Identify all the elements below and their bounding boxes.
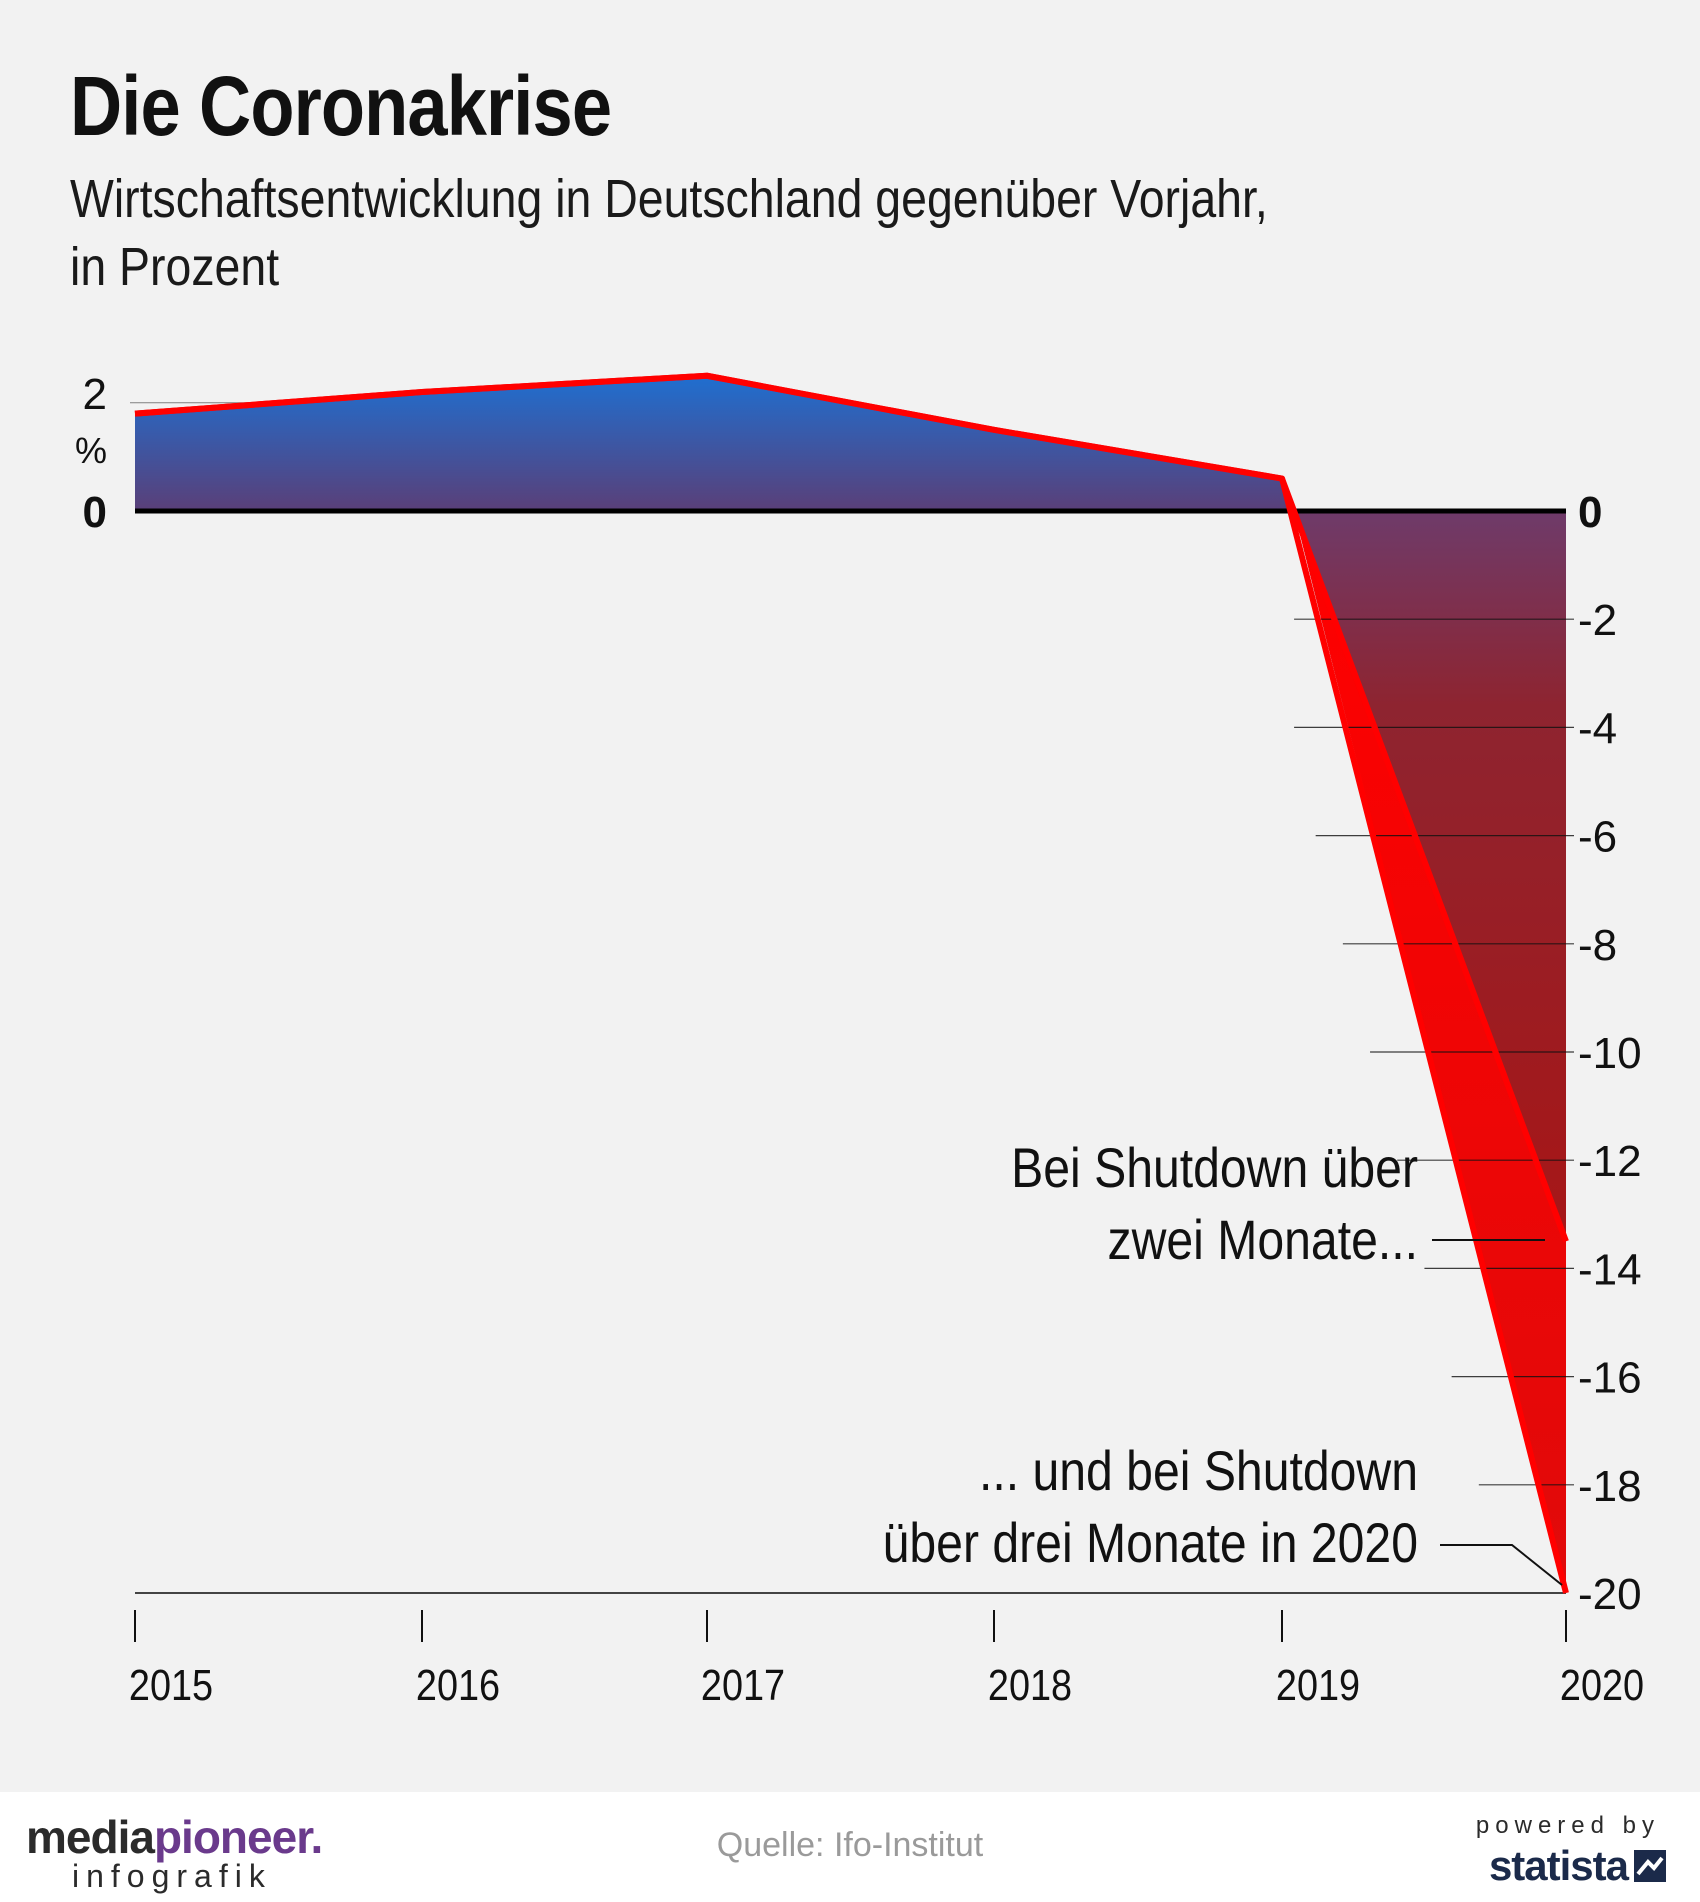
right-tick--12: -12	[1578, 1137, 1642, 1186]
source-note: Quelle: Ifo-Institut	[716, 1826, 984, 1864]
right-tick--4: -4	[1578, 704, 1617, 753]
right-tick--6: -6	[1578, 813, 1617, 862]
x-axis-labels: 2015 2016 2017 2018 2019 2020	[129, 1660, 1644, 1709]
annotation-two-months-line2: zwei Monate...	[1108, 1210, 1418, 1272]
chart-title: Die Coronakrise	[70, 59, 612, 153]
right-tick-0: 0	[1578, 488, 1602, 537]
left-tick-2: 2	[83, 370, 107, 419]
right-tick--2: -2	[1578, 596, 1617, 645]
right-axis-labels: 0 -2 -4 -6 -8 -10 -12 -14 -16 -18 -20	[1578, 488, 1642, 1619]
brand-logo: mediapioneer.	[26, 1810, 323, 1864]
right-tick--20: -20	[1578, 1570, 1642, 1619]
right-tick--14: -14	[1578, 1245, 1642, 1294]
footer: mediapioneer. infografik Quelle: Ifo-Ins…	[0, 1792, 1700, 1902]
x-label-2019: 2019	[1276, 1660, 1360, 1709]
chart-subtitle-line1: Wirtschaftsentwicklung in Deutschland ge…	[70, 169, 1268, 229]
brand-part1: media	[26, 1811, 155, 1863]
brand-subtitle: infografik	[72, 1858, 272, 1894]
annotation-three-months-leader	[1440, 1544, 1563, 1586]
right-tick--18: -18	[1578, 1462, 1642, 1511]
chart-canvas: 2015 2016 2017 2018 2019 2020 0 -2 -4 -6 -8 -10 -12…	[75, 370, 1644, 1710]
statista-logo-text: statista	[1488, 1842, 1629, 1889]
brand-part2: pioneer.	[153, 1811, 323, 1863]
right-tick--8: -8	[1578, 921, 1617, 970]
x-label-2015: 2015	[129, 1660, 213, 1709]
annotation-three-months-line1: ... und bei Shutdown	[979, 1441, 1418, 1503]
x-label-2017: 2017	[701, 1660, 785, 1709]
x-label-2018: 2018	[988, 1660, 1072, 1709]
annotation-two-months-line1: Bei Shutdown über	[1011, 1138, 1418, 1200]
right-tick--10: -10	[1578, 1029, 1642, 1078]
left-axis-labels: 2% 0	[75, 370, 107, 537]
x-label-2020: 2020	[1560, 1660, 1644, 1709]
powered-by-label: powered by	[1475, 1812, 1660, 1839]
area-positive	[135, 375, 1295, 511]
series-line-three-months	[134, 372, 1569, 1594]
chart-subtitle-line2: in Prozent	[70, 237, 280, 297]
statista-icon	[1634, 1850, 1666, 1882]
right-tick--16: -16	[1578, 1354, 1642, 1403]
left-unit: %	[75, 430, 107, 471]
x-label-2016: 2016	[416, 1660, 500, 1709]
left-tick-0: 0	[83, 488, 107, 537]
x-axis-ticks	[134, 1610, 1567, 1642]
annotation-three-months-line2: über drei Monate in 2020	[883, 1513, 1418, 1575]
grid-lines-overlay	[1294, 618, 1574, 1486]
annotations: Bei Shutdown über zwei Monate... ... und b…	[883, 1138, 1563, 1586]
